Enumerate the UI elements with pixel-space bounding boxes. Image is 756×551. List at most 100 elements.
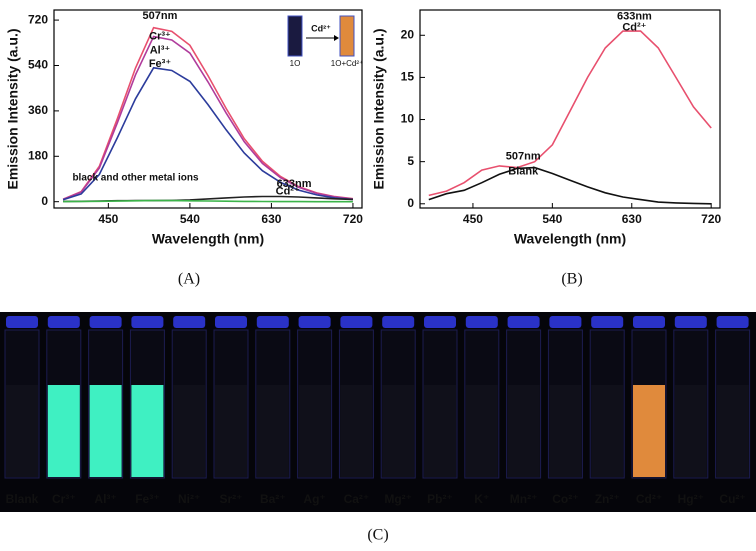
x-tick-label: 630	[261, 212, 281, 226]
vial-cap	[340, 316, 373, 328]
x-tick-label: 450	[98, 212, 118, 226]
y-tick-label: 20	[401, 27, 415, 41]
vial-label: Mg²⁺	[384, 492, 412, 506]
vial-liquid	[215, 385, 247, 477]
vial-label: Cu²⁺	[719, 492, 745, 506]
inset-vial	[287, 15, 303, 57]
vial-label: Al³⁺	[94, 492, 116, 506]
vial-cap	[424, 316, 456, 328]
vial-label: Cd²⁺	[636, 492, 662, 506]
x-tick-label: 540	[180, 212, 200, 226]
vial-label: Ba²⁺	[260, 492, 286, 506]
vial-liquid	[47, 385, 80, 477]
x-tick-label: 450	[463, 212, 483, 226]
vial-liquid	[6, 385, 38, 477]
vial-liquid	[507, 385, 540, 477]
series-label: Fe³⁺	[149, 58, 172, 70]
vial-cap	[716, 316, 749, 328]
y-tick-label: 720	[28, 12, 48, 26]
vial-label: Ca²⁺	[344, 492, 370, 506]
x-tick-label: 720	[343, 212, 363, 226]
vial-label: Blank	[6, 492, 39, 506]
vial-cap	[674, 316, 707, 328]
series-label: Cd²⁺	[276, 186, 300, 198]
annotation: 633nm	[617, 11, 652, 23]
x-tick-label: 630	[622, 212, 642, 226]
y-tick-label: 0	[407, 196, 414, 210]
vial-label: Ag⁺	[303, 492, 325, 506]
annotation: 507nm	[143, 10, 178, 22]
series-line	[63, 199, 353, 203]
vial-label: Sr²⁺	[219, 492, 242, 506]
y-tick-label: 540	[28, 58, 48, 72]
series-label: Cd²⁺	[622, 22, 646, 34]
panel-label: (B)	[561, 271, 582, 288]
vial-label: Pb²⁺	[427, 492, 453, 506]
series-label: Blank	[508, 166, 539, 178]
vial-cap	[173, 316, 206, 328]
inset-reagent: Cd²⁺	[311, 23, 331, 33]
vial-liquid	[591, 385, 624, 477]
inset-left-label: 1O	[290, 59, 301, 68]
vial-cap	[465, 316, 498, 328]
vial-cap	[298, 316, 331, 328]
series-line	[62, 66, 353, 201]
vial-liquid	[465, 385, 498, 477]
vial-cap	[131, 316, 164, 328]
vial-liquid	[256, 385, 289, 477]
x-axis-label: Wavelength (nm)	[514, 231, 626, 247]
series-label: black and other metal ions	[72, 172, 199, 183]
y-tick-label: 180	[28, 148, 48, 162]
x-axis-label: Wavelength (nm)	[152, 231, 264, 247]
photo-background	[0, 312, 756, 512]
vial-cap	[6, 316, 38, 328]
vial-label: Co²⁺	[552, 492, 578, 506]
vial-cap	[507, 316, 540, 328]
vial-cap	[549, 316, 582, 328]
plot-frame	[53, 9, 363, 209]
y-tick-label: 15	[401, 70, 415, 84]
vial-liquid	[382, 385, 415, 477]
y-tick-label: 360	[28, 103, 48, 117]
vial-label: Mn²⁺	[510, 492, 538, 506]
vial-cap	[256, 316, 289, 328]
vial-liquid	[716, 385, 749, 477]
series-line	[428, 30, 712, 197]
vial-label: K⁺	[474, 492, 489, 506]
vial-cap	[591, 316, 624, 328]
y-axis-label: Emission Intensity (a.u.)	[371, 28, 387, 189]
vial-label: Fe³⁺	[135, 492, 159, 506]
inset-arrowhead	[334, 35, 339, 41]
annotation: 633nm	[277, 178, 312, 190]
vial-liquid	[633, 385, 665, 477]
series-line	[428, 166, 712, 205]
vial-liquid	[131, 385, 164, 477]
series-label: Cr³⁺	[149, 30, 171, 42]
y-tick-label: 10	[401, 112, 415, 126]
vial-liquid	[549, 385, 582, 477]
vial-liquid	[674, 385, 707, 477]
vial-cap	[215, 316, 247, 328]
vial-label: Ni²⁺	[178, 492, 200, 506]
inset-right-label: 1O+Cd²⁺	[331, 59, 363, 68]
series-label: Al³⁺	[150, 44, 171, 56]
vial-liquid	[173, 385, 206, 477]
vial-label: Cr³⁺	[52, 492, 76, 506]
panel-label: (A)	[178, 271, 200, 288]
x-tick-label: 540	[542, 212, 562, 226]
panel-label: (C)	[367, 527, 388, 544]
vial-cap	[382, 316, 415, 328]
plot-frame	[419, 9, 721, 209]
x-tick-label: 720	[701, 212, 721, 226]
vial-label: Hg²⁺	[678, 492, 704, 506]
vial-cap	[47, 316, 80, 328]
inset-vial	[339, 15, 355, 57]
vial-label: Zn²⁺	[595, 492, 620, 506]
series-line	[62, 35, 353, 200]
y-tick-label: 0	[41, 194, 48, 208]
vial-liquid	[424, 385, 456, 477]
vial-cap	[89, 316, 122, 328]
annotation: 507nm	[506, 151, 541, 163]
